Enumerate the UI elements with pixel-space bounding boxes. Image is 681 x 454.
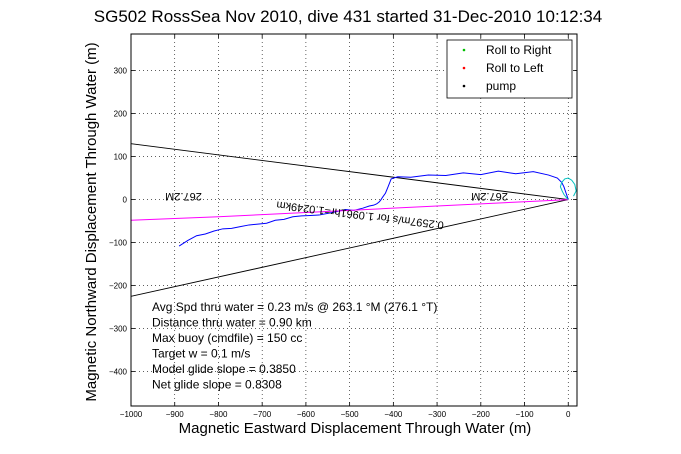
legend-label: Roll to Right (486, 43, 552, 57)
legend-marker (462, 66, 466, 70)
y-tick-label: −100 (109, 239, 128, 248)
x-tick-label: −100 (516, 410, 535, 419)
chart-title: SG502 RossSea Nov 2010, dive 431 started… (94, 7, 602, 26)
reference-line (131, 143, 569, 201)
legend-box (446, 39, 573, 99)
legend-label: Roll to Left (486, 61, 544, 75)
x-tick-label: −600 (297, 410, 316, 419)
y-tick-label: 100 (114, 153, 128, 162)
y-tick-label: −200 (109, 282, 128, 291)
legend: Roll to Right Roll to Left pump (446, 39, 573, 99)
dive-stat-line: Max buoy (cmdfile) = 150 cc (152, 331, 302, 345)
x-tick-label: −400 (384, 410, 403, 419)
x-tick-label: −300 (428, 410, 447, 419)
dive-stat-line: Net glide slope = 0.8308 (152, 378, 282, 392)
dive-stat-line: Avg Spd thru water = 0.23 m/s @ 263.1 °M… (152, 300, 437, 314)
data-layer (131, 143, 577, 297)
y-tick-label: 300 (114, 67, 128, 76)
x-tick-label: −200 (472, 410, 491, 419)
y-tick-label: −300 (109, 325, 128, 334)
series-line (178, 170, 569, 247)
legend-marker (462, 48, 466, 52)
annotation-label: 267.2M (471, 190, 508, 202)
x-tick-label: −1000 (120, 410, 143, 419)
legend-label: pump (486, 79, 516, 93)
x-tick-label: −500 (341, 410, 360, 419)
plot-frame (130, 33, 578, 407)
y-tick-label: 0 (123, 196, 128, 205)
x-tick-label: −800 (209, 410, 228, 419)
dive-stat-line: Distance thru water = 0.90 km (152, 316, 312, 330)
y-axis-label: Magnetic Northward Displacement Through … (83, 42, 100, 401)
dive-stat-line: Model glide slope = 0.3850 (152, 362, 296, 376)
series-line (559, 177, 577, 200)
x-tick-label: −900 (166, 410, 185, 419)
annotation-label: 267.2M (165, 190, 202, 202)
dive-stats-block: Avg Spd thru water = 0.23 m/s @ 263.1 °M… (152, 300, 437, 392)
reference-line (131, 199, 569, 297)
x-tick-label: −700 (253, 410, 272, 419)
x-axis-label: Magnetic Eastward Displacement Through W… (179, 420, 532, 437)
y-tick-label: −400 (109, 368, 128, 377)
legend-marker (462, 84, 466, 88)
x-tick-label: 0 (566, 410, 571, 419)
series-line (131, 199, 569, 221)
y-tick-label: 200 (114, 110, 128, 119)
dive-stat-line: Target w = 0.1 m/s (152, 347, 250, 361)
